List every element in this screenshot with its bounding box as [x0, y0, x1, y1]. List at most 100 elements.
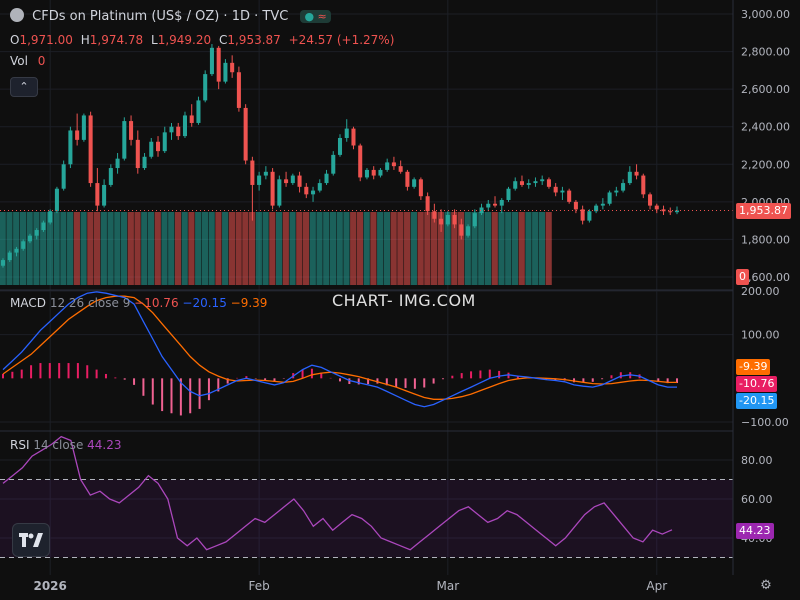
candle-body	[122, 121, 127, 159]
platinum-icon	[10, 8, 24, 22]
price-tick-label: 2,400.00	[741, 121, 790, 134]
volume-bar	[430, 212, 438, 285]
market-status-dot-icon[interactable]: ● ≈	[300, 10, 331, 23]
candle-body	[358, 145, 363, 178]
candle-body	[317, 183, 322, 191]
candle-body	[452, 215, 457, 225]
candle-body	[371, 169, 376, 176]
candle-body	[182, 115, 188, 137]
volume-bar	[201, 212, 209, 285]
candle-body	[385, 162, 390, 170]
volume-bar	[269, 212, 276, 285]
candle-body	[236, 72, 241, 108]
candle-body	[162, 132, 167, 152]
candle-body	[250, 160, 255, 185]
candle-body	[661, 209, 666, 212]
volume-bar	[134, 212, 141, 285]
volume-bar	[33, 212, 40, 285]
volume-bar	[350, 212, 357, 285]
candle-body	[263, 171, 268, 176]
volume-bar	[0, 212, 6, 285]
volume-bar	[282, 212, 289, 285]
candle-body	[41, 222, 46, 231]
candle-body	[472, 213, 477, 227]
volume-bar	[336, 212, 343, 285]
candle-body	[553, 186, 558, 193]
candle-body	[405, 171, 410, 187]
candle-body	[344, 128, 349, 138]
time-tick-label: 2026	[33, 579, 66, 593]
candle-body	[34, 230, 39, 236]
candle-body	[540, 179, 545, 182]
volume-bar	[518, 212, 525, 285]
volume-bar	[242, 212, 249, 285]
volume-bar	[127, 212, 134, 285]
volume-label: Vol	[10, 54, 28, 68]
low-label: L	[151, 33, 158, 47]
volume-bar	[525, 212, 532, 285]
volume-bar	[262, 212, 269, 285]
candle-body	[492, 203, 498, 206]
volume-bar	[87, 212, 94, 285]
tradingview-logo-icon	[19, 533, 43, 547]
volume-bar	[188, 212, 195, 285]
volume-bar	[296, 212, 303, 285]
candle-body	[398, 166, 403, 172]
volume-bar	[46, 212, 54, 285]
volume-bar	[141, 212, 148, 285]
volume-bar	[404, 212, 411, 285]
candle-body	[641, 175, 646, 195]
candle-body	[290, 175, 295, 184]
candle-body	[14, 248, 19, 253]
symbol-header[interactable]: CFDs on Platinum (US$ / OZ) · 1D · TVC ●…	[10, 8, 331, 24]
candle-body	[634, 171, 639, 176]
collapse-legend-button[interactable]: ⌃	[10, 77, 38, 97]
volume-value: 0	[37, 54, 46, 68]
volume-bar	[545, 212, 552, 285]
candle-body	[418, 179, 423, 197]
candle-body	[203, 74, 208, 101]
volume-bar	[289, 212, 296, 285]
volume-bar	[457, 212, 465, 285]
volume-bar	[228, 212, 235, 285]
rsi-label: RSI	[10, 438, 30, 452]
candle-body	[135, 139, 140, 169]
candle-body	[243, 107, 248, 161]
volume-bar	[275, 212, 283, 285]
time-tick-label: Feb	[248, 579, 269, 593]
macd-legend: MACD 12 26 close 9 −10.76 −20.15 −9.39	[10, 296, 267, 310]
macd-hist-value: −10.76	[134, 296, 179, 310]
change-value: +24.57 (+1.27%)	[288, 33, 395, 47]
volume-bar	[222, 212, 229, 285]
candle-body	[155, 141, 161, 152]
grid-lines	[0, 0, 733, 575]
tradingview-logo[interactable]	[12, 523, 50, 557]
volume-bar	[40, 212, 47, 285]
macd-line-badge: -20.15	[736, 393, 778, 409]
rsi-pane	[0, 435, 733, 558]
candle-body	[304, 186, 309, 195]
macd-tick-label: 100.00	[741, 329, 780, 342]
candle-body	[600, 203, 605, 206]
volume-bars	[0, 212, 552, 285]
candle-body	[364, 169, 369, 178]
candle-body	[479, 207, 484, 214]
candle-body	[627, 171, 632, 184]
close-value: 1,953.87	[227, 33, 281, 47]
volume-bar	[154, 212, 161, 285]
candle-body	[466, 226, 471, 236]
candle-body	[445, 215, 450, 225]
candle-body	[594, 205, 599, 212]
candle-body	[546, 179, 551, 187]
close-label: C	[218, 33, 228, 47]
macd-signal-badge: -9.39	[736, 359, 771, 375]
price-tick-label: 2,600.00	[741, 83, 790, 96]
candle-body	[412, 179, 417, 187]
symbol-title: CFDs on Platinum (US$ / OZ) · 1D · TVC	[32, 9, 289, 24]
volume-bar	[370, 212, 377, 285]
volume-bar	[383, 212, 391, 285]
macd-tick-label: 200.00	[741, 285, 780, 298]
volume-bar	[215, 212, 222, 285]
rsi-value: 44.23	[87, 438, 122, 452]
settings-gear-icon[interactable]: ⚙	[760, 578, 772, 593]
